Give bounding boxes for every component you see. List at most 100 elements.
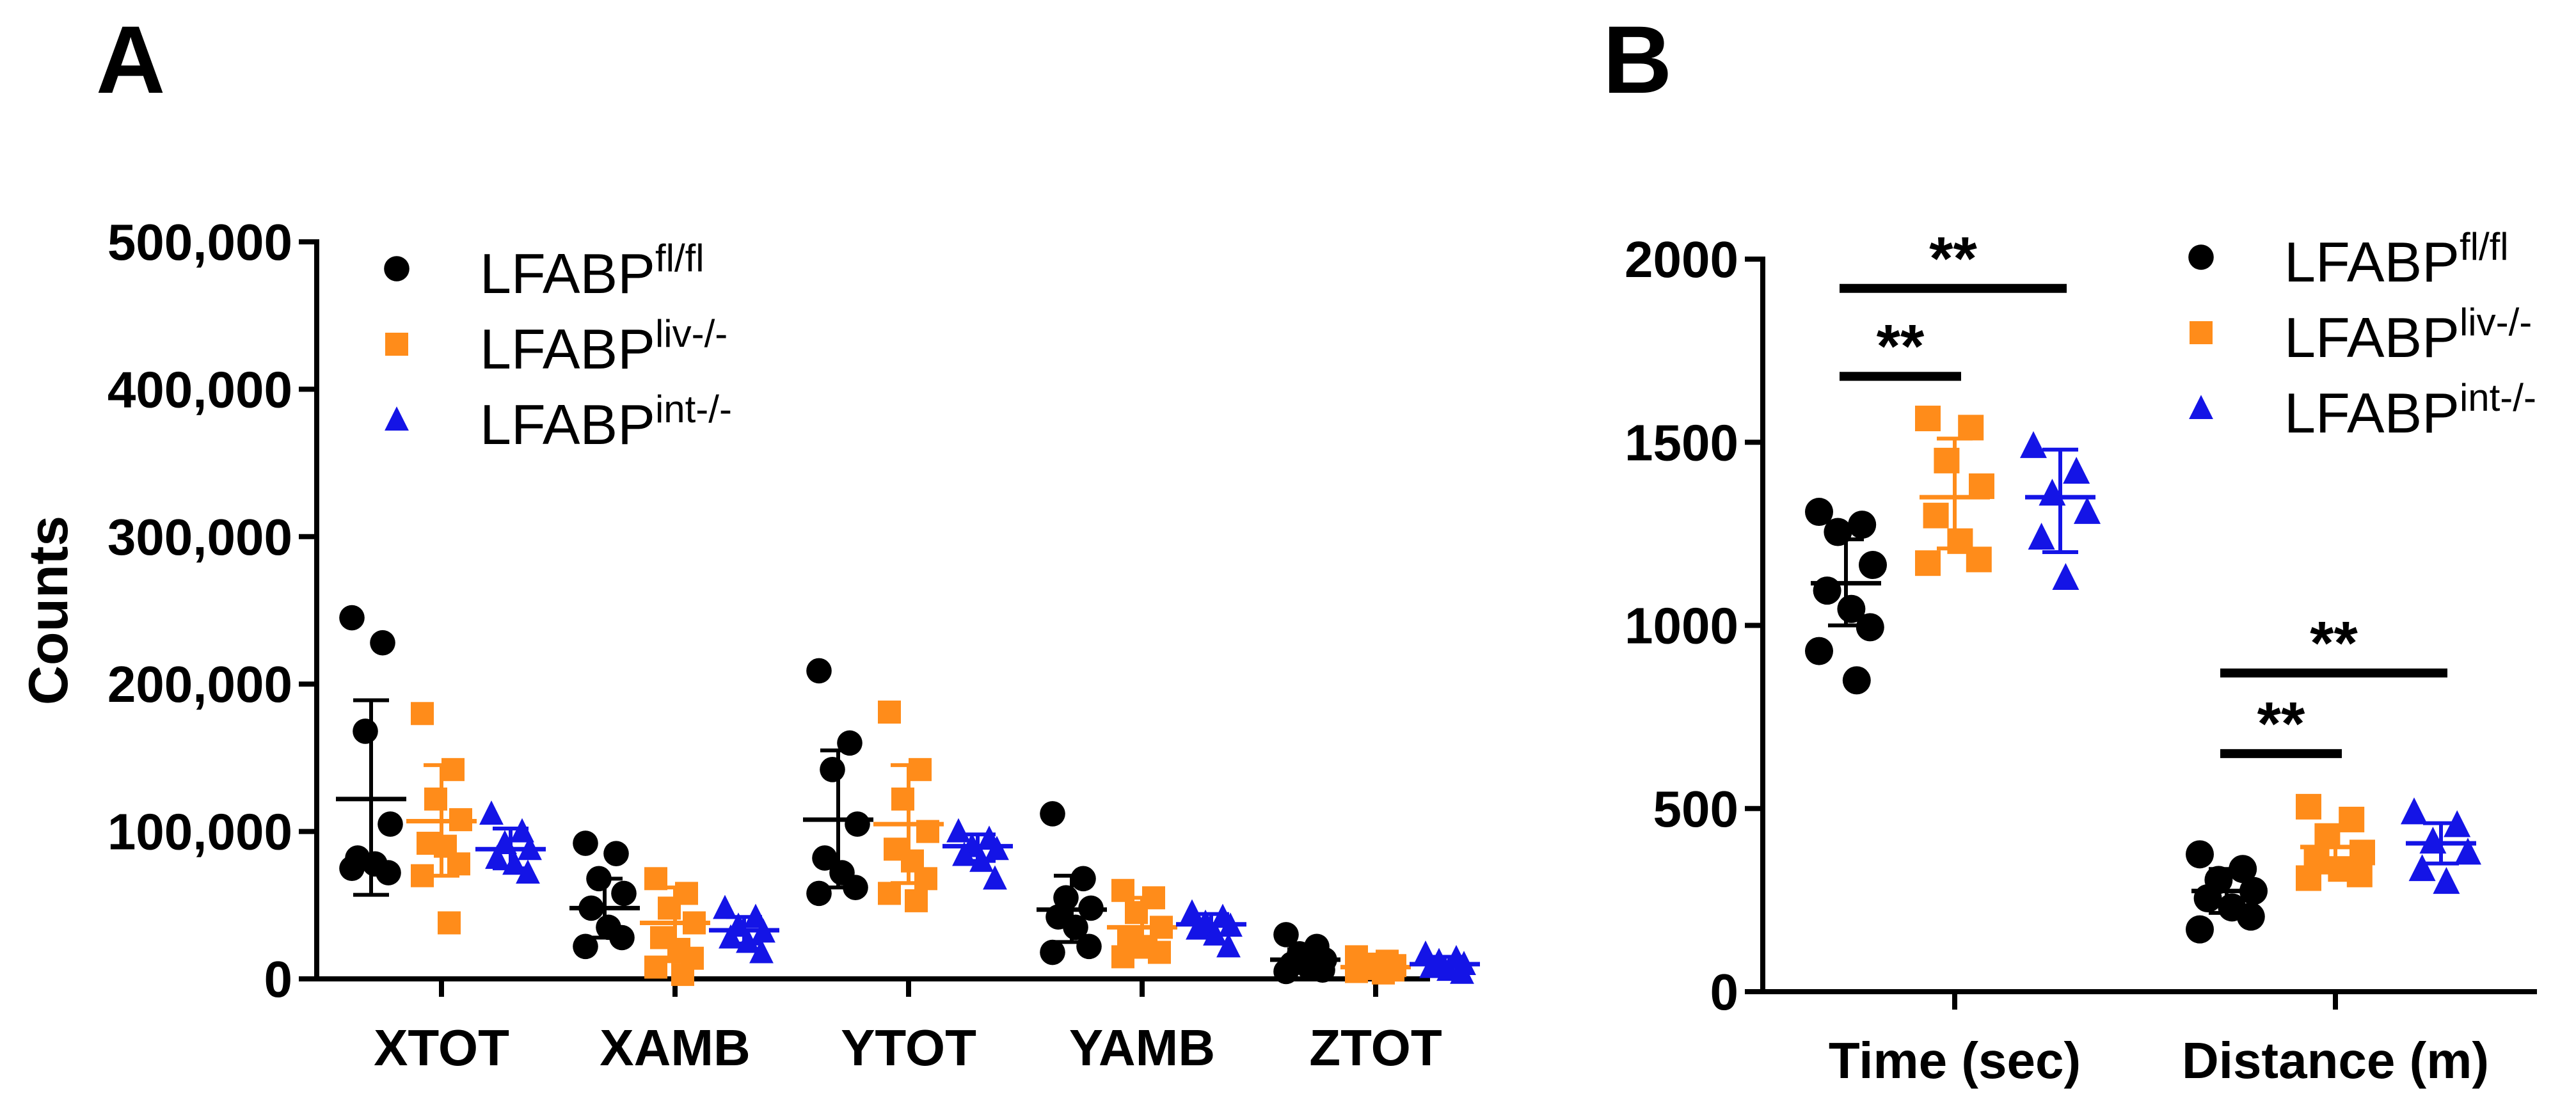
legend-label-superscript: liv-/- — [655, 312, 727, 355]
data-point — [2444, 810, 2471, 837]
y-tick-label: 0 — [1710, 964, 1739, 1020]
panel-b-chart: 0 500 1000 1500 2000 Time (sec) Distance (m) **… — [1625, 225, 2537, 1089]
data-point — [909, 758, 932, 781]
data-point — [736, 928, 760, 953]
series-0 — [336, 605, 1340, 985]
series-1 — [1915, 406, 2375, 891]
data-point — [411, 702, 434, 726]
data-point — [2454, 837, 2481, 865]
data-point — [485, 845, 509, 869]
data-point — [1273, 958, 1299, 985]
legend-label-superscript: fl/fl — [2460, 225, 2509, 268]
data-point — [914, 867, 937, 891]
data-point — [644, 867, 667, 891]
legend-label-base: LFABP — [480, 242, 655, 305]
data-point — [837, 730, 863, 756]
series-2 — [2020, 431, 2481, 894]
data-point — [1203, 921, 1227, 946]
y-tick-label: 100,000 — [107, 804, 292, 861]
y-tick-label: 2000 — [1625, 231, 1738, 288]
data-point — [502, 850, 527, 875]
legend-label: LFABPliv-/- — [480, 312, 727, 381]
data-point — [1125, 901, 1148, 924]
data-point — [438, 911, 461, 935]
data-point — [339, 605, 365, 631]
data-point — [1111, 945, 1134, 969]
data-point — [1915, 406, 1941, 432]
legend-label-superscript: int-/- — [2460, 376, 2536, 419]
x-category-label: Time (sec) — [1829, 1032, 2081, 1089]
data-point — [573, 830, 598, 856]
legend-label-superscript: int-/- — [655, 388, 732, 431]
data-point — [1040, 939, 1065, 965]
data-point — [905, 889, 928, 912]
data-point — [2028, 523, 2055, 550]
data-point — [424, 787, 447, 811]
data-point — [1837, 594, 1866, 623]
legend-label-base: LFABP — [2284, 230, 2460, 294]
data-point — [891, 787, 914, 811]
x-category-label: XTOT — [374, 1019, 509, 1076]
data-point — [2401, 797, 2428, 825]
legend-label: LFABPint-/- — [2284, 376, 2536, 445]
data-point — [1310, 957, 1335, 983]
legend-label-superscript: fl/fl — [655, 237, 704, 280]
significance-label: ** — [2310, 609, 2358, 678]
data-point — [1915, 550, 1941, 576]
series-0 — [1805, 498, 2268, 944]
y-tick-label: 1000 — [1625, 598, 1738, 655]
data-point — [2229, 855, 2257, 884]
data-point — [983, 865, 1007, 890]
data-point — [1824, 518, 1852, 546]
data-point — [611, 880, 637, 907]
legend-label: LFABPfl/fl — [480, 237, 704, 305]
y-tick-label: 400,000 — [107, 361, 292, 418]
data-point — [1805, 498, 1833, 527]
data-point — [671, 963, 694, 987]
data-point — [843, 875, 868, 900]
data-point — [1148, 940, 1171, 964]
y-tick-label: 500,000 — [107, 214, 292, 271]
data-point — [603, 841, 629, 866]
data-point — [376, 860, 401, 885]
data-point — [1966, 546, 1992, 573]
data-point — [2346, 861, 2373, 887]
legend-marker — [2190, 321, 2213, 344]
data-point — [806, 658, 832, 684]
significance-label: ** — [1877, 312, 1925, 381]
legend-marker — [385, 406, 409, 431]
data-point — [952, 841, 976, 866]
data-point — [2186, 915, 2214, 944]
data-point — [353, 718, 378, 744]
data-point — [510, 818, 534, 843]
panel-b-letter: B — [1603, 6, 1672, 113]
data-point — [609, 924, 635, 951]
data-point — [1070, 866, 1096, 892]
data-point — [969, 847, 994, 872]
y-tick-label: 300,000 — [107, 509, 292, 566]
data-point — [339, 855, 365, 881]
panel-a-chart: 0 100,000 200,000 300,000 400,000 500,000 Coun… — [18, 214, 1480, 1076]
data-point — [644, 955, 667, 979]
data-point — [2063, 456, 2090, 484]
data-point — [573, 933, 598, 960]
data-point — [1813, 576, 1841, 605]
data-point — [806, 880, 832, 907]
significance-label: ** — [2257, 690, 2305, 758]
data-point — [441, 758, 465, 781]
x-category-label: ZTOT — [1309, 1019, 1442, 1076]
data-point — [1040, 801, 1065, 827]
x-category-label: YAMB — [1069, 1019, 1215, 1076]
data-point — [1450, 959, 1474, 984]
y-axis-title: Counts — [18, 516, 79, 705]
data-point — [2408, 854, 2436, 882]
data-point — [845, 811, 870, 837]
data-point — [713, 894, 737, 919]
data-point — [1842, 666, 1871, 695]
data-point — [1848, 511, 1877, 539]
data-point — [1186, 915, 1210, 940]
data-point — [2236, 902, 2265, 931]
legend-label-base: LFABP — [480, 317, 655, 381]
data-point — [1063, 914, 1088, 940]
